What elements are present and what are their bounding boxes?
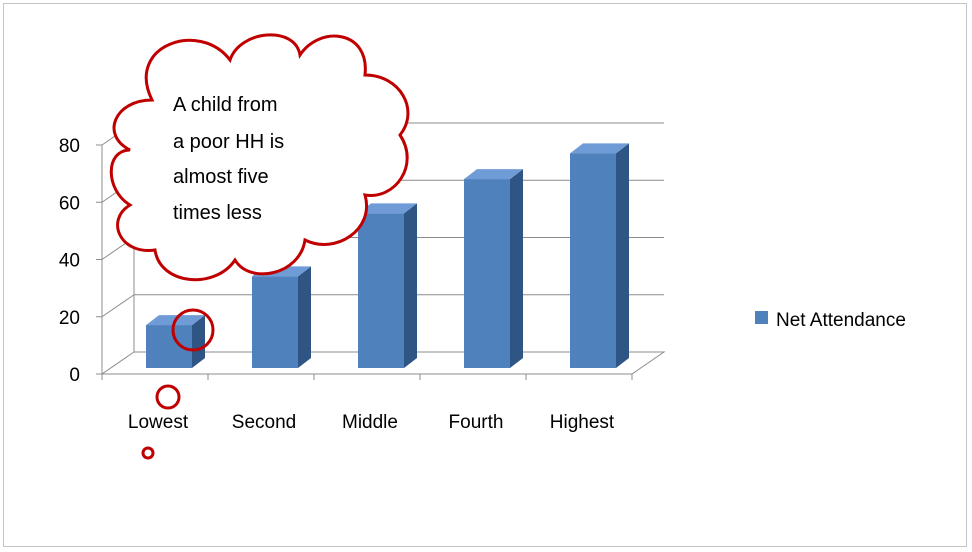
legend-label: Net Attendance [776,310,906,331]
bar-side [616,143,629,368]
x-tick-label: Lowest [128,412,189,433]
bar-top [358,203,417,214]
bar-side [404,203,417,368]
bubble-line-4: times less [173,202,262,224]
bar-fourth [464,169,523,368]
bubble-line-2: a poor HH is [173,131,284,153]
thought-bubble-annotation: A child from a poor HH is almost five ti… [109,33,410,460]
bar-side [192,315,205,368]
bar-front [358,213,404,368]
thought-circle-small [141,446,155,460]
y-tick-label: 0 [69,365,80,386]
y-tick-labels: 0 20 40 60 80 [59,136,80,386]
category-labels: Lowest Second Middle Fourth Highest [128,412,615,433]
bar-front [252,276,298,368]
bar-top [464,169,523,180]
bar-second [252,266,311,368]
bubble-line-3: almost five [173,166,269,188]
legend-swatch [755,311,768,324]
bar-highest [570,143,629,368]
bar-top [570,143,629,154]
y-tick-label: 60 [59,193,80,214]
legend: Net Attendance [755,310,906,331]
thought-circle-medium [155,384,181,410]
y-tick-label: 20 [59,308,80,329]
chart-floor [100,351,666,380]
x-tick-label: Highest [550,412,615,433]
y-tick-label: 80 [59,136,80,157]
x-tick-label: Middle [342,412,398,433]
x-tick-label: Fourth [449,412,504,433]
bar-front [464,179,510,368]
y-tick-label: 40 [59,251,80,272]
x-tick-label: Second [232,412,296,433]
thought-circle-large [171,308,215,352]
bar-front [146,325,192,368]
bubble-line-1: A child from [173,94,277,116]
floor-plane [100,351,666,375]
bar-side [298,266,311,368]
gridline-side [101,294,135,318]
bars [146,143,629,368]
bar-front [570,153,616,368]
thought-cloud [109,33,410,282]
bar-middle [358,203,417,368]
bar-side [510,169,523,368]
